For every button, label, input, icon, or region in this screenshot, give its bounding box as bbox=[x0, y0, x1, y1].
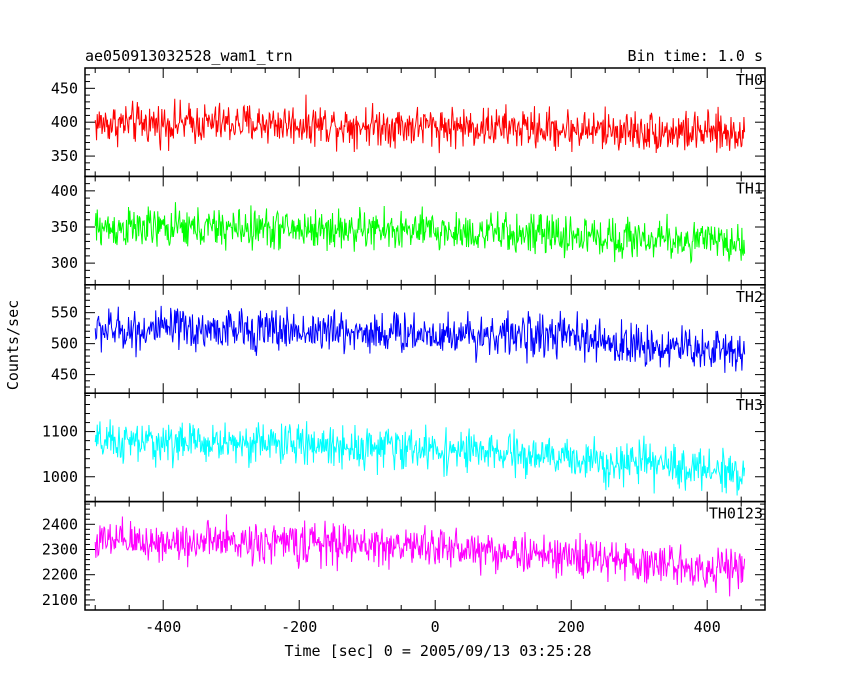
y-tick-label: 400 bbox=[51, 113, 78, 131]
panels-group: 350 400 450 TH0 300 350 400 TH1 450 500 550 TH2 1000… bbox=[42, 67, 766, 611]
y-tick-label: 2200 bbox=[42, 566, 78, 584]
series-line-th2 bbox=[94, 305, 746, 373]
panel-label: TH0123 bbox=[709, 505, 763, 523]
panel-frame bbox=[84, 500, 766, 611]
y-tick-label: 2100 bbox=[42, 591, 78, 609]
panel-th1: 300 350 400 TH1 bbox=[51, 175, 766, 286]
panel-th3: 1000 1100 TH3 bbox=[42, 392, 766, 503]
x-tick-label: 0 bbox=[431, 618, 440, 636]
y-tick-label: 350 bbox=[51, 147, 78, 165]
panel-label: TH0 bbox=[736, 71, 763, 89]
y-tick-label: 300 bbox=[51, 254, 78, 272]
y-tick-label: 350 bbox=[51, 218, 78, 236]
y-tick-label: 2300 bbox=[42, 540, 78, 558]
panel-th0: 350 400 450 TH0 bbox=[51, 67, 766, 178]
panel-label: TH2 bbox=[736, 288, 763, 306]
y-tick-label: 500 bbox=[51, 335, 78, 353]
y-axis-label: Counts/sec bbox=[4, 300, 22, 390]
y-tick-label: 400 bbox=[51, 182, 78, 200]
y-tick-label: 1100 bbox=[42, 423, 78, 441]
x-tick-label: -400 bbox=[145, 618, 181, 636]
x-axis: -400 -200 0 200 400 bbox=[145, 618, 721, 636]
x-tick-label: 400 bbox=[694, 618, 721, 636]
y-tick-label: 450 bbox=[51, 79, 78, 97]
series-line-th3 bbox=[94, 419, 746, 496]
y-tick-label: 450 bbox=[51, 366, 78, 384]
panel-label: TH3 bbox=[736, 396, 763, 414]
chart-subtitle: Bin time: 1.0 s bbox=[628, 47, 763, 65]
y-tick-label: 2400 bbox=[42, 515, 78, 533]
series-line-th0 bbox=[94, 94, 746, 154]
chart-title: ae050913032528_wam1_trn bbox=[85, 47, 293, 65]
panel-th0123: 2100 2200 2300 2400 TH0123 bbox=[42, 500, 766, 611]
x-axis-label: Time [sec] 0 = 2005/09/13 03:25:28 bbox=[284, 642, 591, 660]
x-tick-label: 200 bbox=[558, 618, 585, 636]
panel-label: TH1 bbox=[736, 179, 763, 197]
panel-th2: 450 500 550 TH2 bbox=[51, 284, 766, 394]
x-tick-label: -200 bbox=[281, 618, 317, 636]
y-tick-label: 1000 bbox=[42, 468, 78, 486]
series-line-th0123 bbox=[94, 514, 746, 597]
series-line-th1 bbox=[94, 202, 746, 264]
y-tick-label: 550 bbox=[51, 304, 78, 322]
